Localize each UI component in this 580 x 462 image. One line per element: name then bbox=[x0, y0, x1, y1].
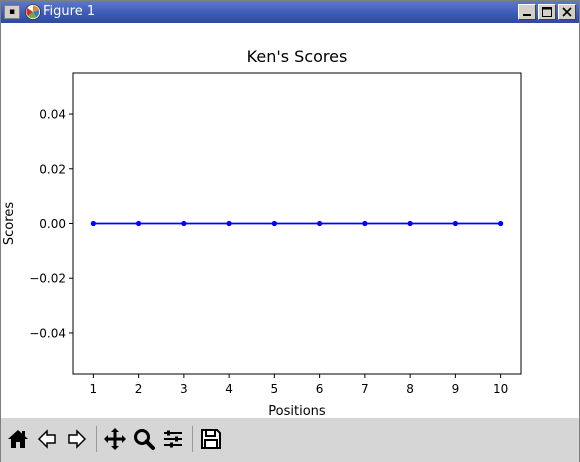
minimize-button[interactable] bbox=[518, 4, 536, 20]
x-axis-label: Positions bbox=[268, 404, 326, 418]
chart-title: Ken's Scores bbox=[246, 47, 348, 66]
y-tick-label: −0.02 bbox=[29, 272, 66, 286]
navigation-toolbar bbox=[1, 418, 579, 462]
matplotlib-icon bbox=[25, 4, 41, 20]
configure-subplots-icon[interactable] bbox=[161, 426, 185, 452]
maximize-button[interactable] bbox=[538, 4, 556, 20]
data-point bbox=[317, 220, 323, 227]
data-point bbox=[226, 220, 232, 227]
data-point bbox=[407, 220, 413, 227]
data-point bbox=[498, 220, 504, 227]
save-floppy-icon[interactable] bbox=[199, 426, 223, 452]
y-tick-label: 0.02 bbox=[39, 162, 66, 176]
x-tick-label: 4 bbox=[225, 382, 233, 396]
x-tick-label: 10 bbox=[493, 382, 508, 396]
data-point bbox=[181, 220, 187, 227]
minimize-icon bbox=[523, 14, 531, 16]
back-arrow-icon[interactable] bbox=[35, 426, 59, 452]
series-points bbox=[90, 220, 504, 227]
data-point bbox=[452, 220, 458, 227]
x-axis-ticks: 1 2 3 4 5 6 7 8 9 10 bbox=[90, 374, 508, 396]
x-tick-label: 6 bbox=[316, 382, 324, 396]
data-point bbox=[271, 220, 277, 227]
y-tick-label: 0.00 bbox=[39, 217, 66, 231]
window-title: Figure 1 bbox=[43, 4, 96, 19]
toolbar-separator bbox=[192, 426, 193, 452]
x-tick-label: 1 bbox=[90, 382, 98, 396]
title-bar[interactable]: ▪ Figure 1 bbox=[1, 1, 579, 23]
zoom-magnifier-icon[interactable] bbox=[132, 426, 156, 452]
x-tick-label: 7 bbox=[361, 382, 369, 396]
forward-arrow-icon[interactable] bbox=[65, 426, 89, 452]
y-axis-ticks: 0.04 0.02 0.00 −0.02 −0.04 bbox=[29, 108, 73, 340]
data-point bbox=[136, 220, 142, 227]
x-tick-label: 3 bbox=[180, 382, 188, 396]
data-point bbox=[362, 220, 368, 227]
x-tick-label: 9 bbox=[452, 382, 460, 396]
pan-move-icon[interactable] bbox=[103, 426, 127, 452]
y-tick-label: −0.04 bbox=[29, 326, 66, 340]
y-axis-label: Scores bbox=[2, 202, 17, 245]
y-tick-label: 0.04 bbox=[39, 108, 66, 122]
close-icon bbox=[562, 7, 572, 17]
toolbar-separator bbox=[96, 426, 97, 452]
line-chart: 0.04 0.02 0.00 −0.02 −0.04 1 2 3 4 5 6 7 8 9 10 Posit… bbox=[2, 72, 522, 419]
home-icon[interactable] bbox=[6, 426, 30, 452]
plot-area: Ken's Scores 0.04 0.02 0.00 −0.02 −0.04 1 2 3 4… bbox=[1, 23, 579, 419]
close-button[interactable] bbox=[558, 4, 576, 20]
x-tick-label: 2 bbox=[135, 382, 143, 396]
x-tick-label: 5 bbox=[271, 382, 279, 396]
maximize-icon bbox=[542, 7, 552, 17]
system-menu-icon[interactable]: ▪ bbox=[4, 5, 20, 19]
data-point bbox=[90, 220, 96, 227]
x-tick-label: 8 bbox=[406, 382, 414, 396]
